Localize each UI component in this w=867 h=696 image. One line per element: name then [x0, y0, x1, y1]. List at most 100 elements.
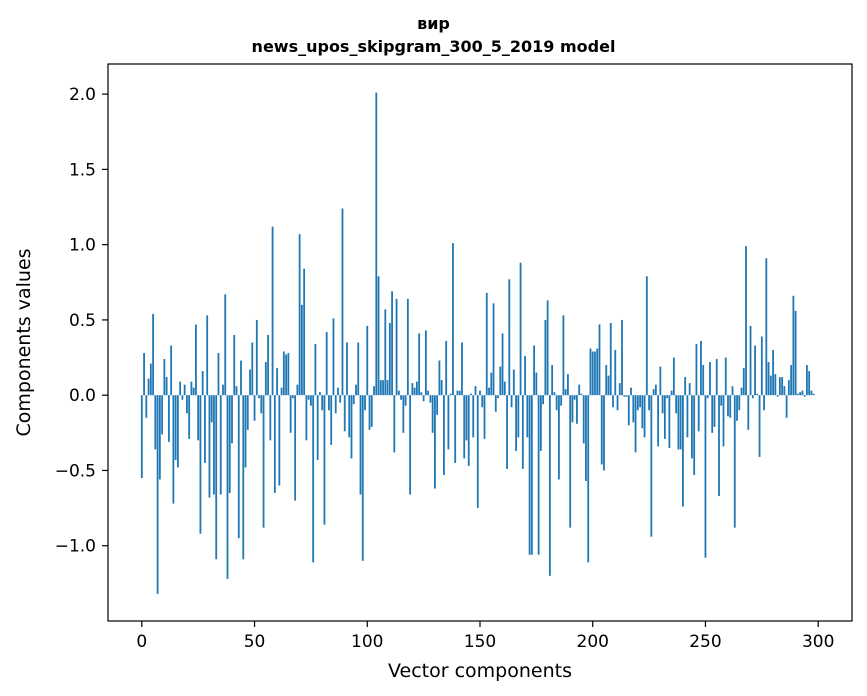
bar — [291, 395, 294, 399]
bar — [553, 392, 556, 396]
bar — [756, 393, 759, 396]
bar — [810, 390, 813, 396]
bar — [179, 381, 182, 396]
bar — [330, 395, 333, 445]
bar — [273, 395, 276, 494]
bar — [170, 345, 173, 396]
bar — [512, 369, 515, 396]
bar — [447, 395, 450, 450]
bar — [300, 304, 303, 396]
bar — [391, 291, 393, 396]
bar — [201, 371, 204, 396]
bar — [449, 393, 452, 396]
bar — [368, 395, 371, 430]
bar — [573, 395, 576, 400]
bar — [434, 395, 436, 489]
bar — [158, 395, 161, 480]
bar — [339, 395, 342, 403]
bar — [535, 372, 538, 396]
bar — [614, 350, 617, 396]
bar — [711, 395, 714, 433]
bar — [524, 356, 526, 396]
bar — [397, 390, 400, 396]
bar — [472, 395, 475, 438]
bar — [413, 387, 416, 396]
bar — [546, 300, 549, 396]
bar — [677, 395, 680, 450]
bar — [519, 262, 522, 396]
bar — [539, 395, 542, 451]
bar — [591, 351, 594, 396]
bar — [167, 395, 170, 442]
bar — [567, 374, 569, 396]
bar — [474, 386, 477, 396]
x-tick-label: 100 — [351, 632, 383, 652]
bar — [760, 336, 763, 396]
bar — [634, 395, 637, 453]
bar — [140, 395, 143, 478]
bar — [156, 395, 159, 594]
bar — [657, 395, 660, 447]
bar — [204, 395, 206, 463]
bar — [219, 395, 222, 495]
bar — [736, 395, 738, 421]
bar — [688, 383, 691, 396]
bar — [643, 395, 646, 438]
bar — [715, 359, 718, 396]
bar — [154, 395, 157, 450]
bar — [260, 395, 263, 414]
bar — [589, 348, 592, 396]
bar — [145, 395, 148, 418]
bar — [199, 395, 202, 534]
bar — [806, 365, 808, 396]
bar — [503, 381, 506, 396]
bar — [366, 325, 369, 396]
bar — [612, 395, 614, 408]
bar — [458, 390, 461, 396]
bar — [400, 395, 402, 400]
x-tick-label: 50 — [244, 632, 266, 652]
bar — [506, 395, 508, 469]
bar — [402, 395, 405, 433]
bar — [659, 366, 662, 396]
bar — [528, 395, 531, 555]
bar — [785, 395, 788, 418]
bar — [384, 309, 387, 396]
bar — [670, 390, 673, 396]
bar — [641, 395, 644, 429]
bar — [276, 368, 278, 396]
bar — [375, 92, 378, 396]
bar — [510, 395, 513, 408]
bar — [747, 395, 750, 430]
bar — [706, 395, 709, 399]
bar — [783, 386, 786, 396]
bar — [632, 395, 635, 423]
bar — [246, 395, 249, 430]
y-axis-ticks: −1.0 −0.5 0.0 0.5 1.0 1.5 2.0 — [55, 85, 108, 557]
bar — [778, 377, 781, 396]
bar — [537, 395, 540, 555]
bar — [348, 395, 351, 438]
bar — [298, 234, 301, 396]
bar — [580, 393, 583, 396]
bar — [801, 390, 804, 396]
bar — [240, 360, 242, 396]
y-tick-label: 0.0 — [69, 386, 96, 406]
bar — [544, 319, 547, 396]
bar — [727, 395, 729, 417]
bar — [341, 208, 344, 396]
bar — [249, 369, 251, 396]
bar — [713, 395, 716, 427]
y-tick-label: 2.0 — [69, 85, 96, 105]
bar — [636, 395, 639, 411]
bar — [738, 395, 741, 411]
bar — [521, 395, 524, 469]
bar — [377, 276, 380, 396]
x-tick-label: 150 — [464, 632, 496, 652]
bar — [278, 395, 281, 486]
bar — [319, 392, 321, 396]
bar — [422, 395, 425, 402]
bar — [454, 395, 457, 463]
bar — [172, 395, 175, 504]
